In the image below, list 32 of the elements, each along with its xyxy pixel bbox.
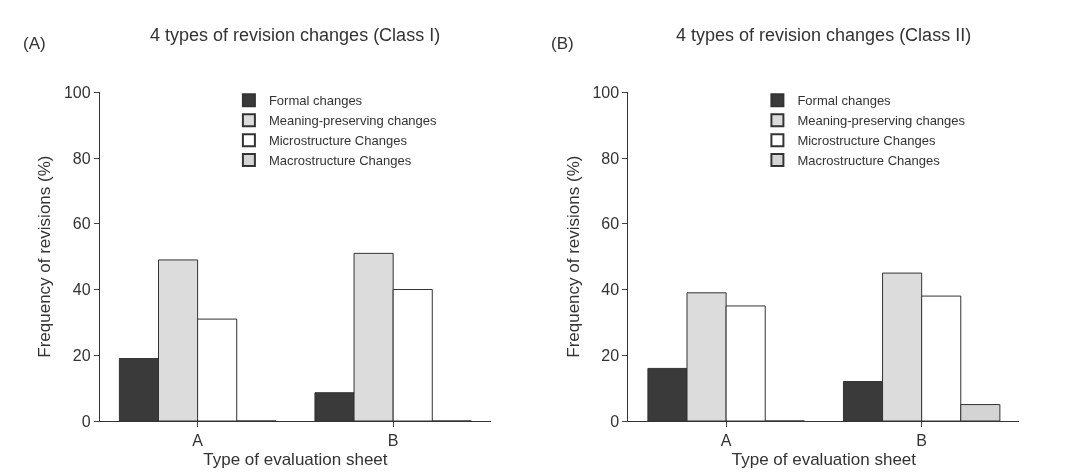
y-tick-label: 100 [63,83,91,101]
y-tick-label: 40 [72,281,91,299]
y-axis-title: Frequency of revisions (%) [35,155,55,358]
chart-title: 4 types of revision changes (Class I) [150,25,441,45]
text: (A) [23,34,46,53]
chart-title: 4 types of revision changes (Class II) [676,25,972,45]
y-tick-label: 60 [72,215,91,233]
legend-label: Microstructure Changes [268,133,408,149]
x-tick-label: B [387,432,399,450]
legend-label: Meaning-preserving changes [797,113,966,129]
text: (B) [551,34,574,53]
y-tick-label: 80 [72,149,91,167]
legend-label: Macrostructure Changes [268,153,412,169]
x-axis-title: Type of evaluation sheet [731,449,917,469]
x-axis-title: Type of evaluation sheet [203,449,388,469]
y-tick-label: 100 [592,83,620,101]
y-axis-title: Frequency of revisions (%) [563,155,583,358]
y-tick-label: 60 [601,215,620,233]
y-tick-label: 20 [601,346,620,364]
y-tick-label: 40 [601,281,620,299]
x-tick-label: A [720,432,732,450]
y-tick-label: 0 [610,412,620,430]
x-tick-label: B [916,432,927,450]
legend-label: Formal changes [797,93,892,109]
y-tick-label: 0 [81,412,91,430]
legend-label: Microstructure Changes [797,133,936,149]
legend-label: Meaning-preserving changes [268,113,438,129]
y-tick-label: 20 [72,346,91,364]
y-tick-label: 80 [601,149,620,167]
x-tick-label: A [192,432,204,450]
legend-label: Formal changes [268,93,363,109]
legend-label: Macrostructure Changes [797,153,941,169]
